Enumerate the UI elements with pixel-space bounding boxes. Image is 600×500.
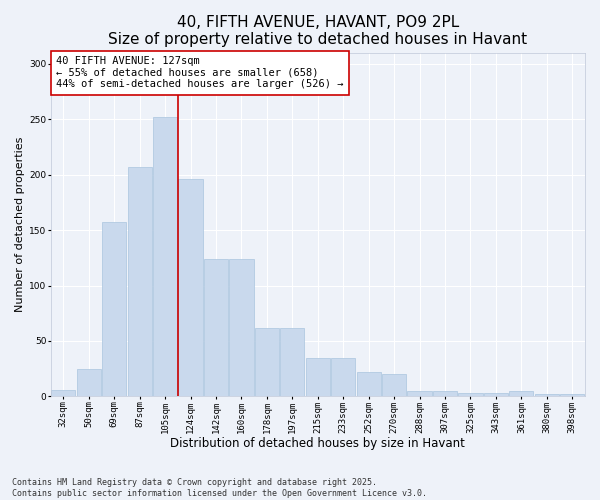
Bar [484, 393, 508, 396]
X-axis label: Distribution of detached houses by size in Havant: Distribution of detached houses by size … [170, 437, 465, 450]
Bar [331, 358, 355, 397]
Bar [433, 391, 457, 396]
Bar [407, 391, 431, 396]
Bar [509, 391, 533, 396]
Bar [77, 368, 101, 396]
Bar [51, 390, 76, 396]
Bar [229, 259, 254, 396]
Y-axis label: Number of detached properties: Number of detached properties [15, 137, 25, 312]
Text: 40 FIFTH AVENUE: 127sqm
← 55% of detached houses are smaller (658)
44% of semi-d: 40 FIFTH AVENUE: 127sqm ← 55% of detache… [56, 56, 343, 90]
Bar [178, 179, 203, 396]
Title: 40, FIFTH AVENUE, HAVANT, PO9 2PL
Size of property relative to detached houses i: 40, FIFTH AVENUE, HAVANT, PO9 2PL Size o… [108, 15, 527, 48]
Bar [102, 222, 126, 396]
Bar [255, 328, 279, 396]
Bar [204, 259, 228, 396]
Bar [382, 374, 406, 396]
Text: Contains HM Land Registry data © Crown copyright and database right 2025.
Contai: Contains HM Land Registry data © Crown c… [12, 478, 427, 498]
Bar [458, 393, 482, 396]
Bar [560, 394, 584, 396]
Bar [535, 394, 559, 396]
Bar [306, 358, 330, 397]
Bar [280, 328, 304, 396]
Bar [356, 372, 381, 396]
Bar [128, 167, 152, 396]
Bar [153, 117, 177, 396]
